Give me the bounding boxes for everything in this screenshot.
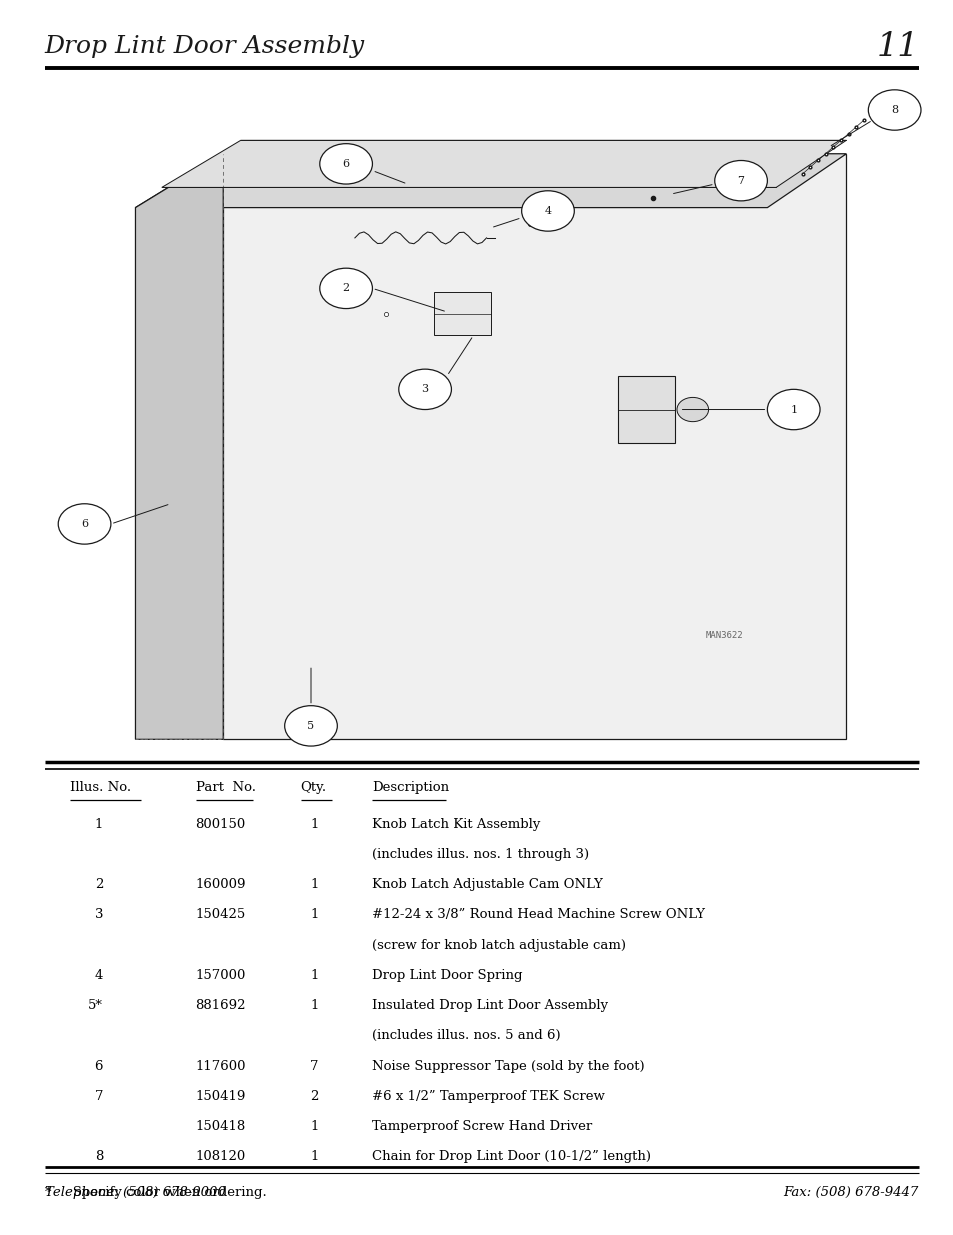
Circle shape <box>284 705 337 746</box>
Text: 6: 6 <box>94 1060 103 1073</box>
Text: #6 x 1/2” Tamperproof TEK Screw: #6 x 1/2” Tamperproof TEK Screw <box>372 1091 604 1103</box>
Text: Fax: (508) 678-9447: Fax: (508) 678-9447 <box>782 1186 918 1199</box>
Circle shape <box>766 389 820 430</box>
Text: 157000: 157000 <box>195 969 246 982</box>
Text: #12-24 x 3/8” Round Head Machine Screw ONLY: #12-24 x 3/8” Round Head Machine Screw O… <box>372 909 704 921</box>
Circle shape <box>867 90 920 130</box>
Text: 1: 1 <box>789 405 797 415</box>
Text: Noise Suppressor Tape (sold by the foot): Noise Suppressor Tape (sold by the foot) <box>372 1060 644 1073</box>
Text: 7: 7 <box>737 175 743 185</box>
Text: 8: 8 <box>890 105 898 115</box>
Circle shape <box>319 268 372 309</box>
Text: 1: 1 <box>310 818 318 831</box>
Text: 150425: 150425 <box>195 909 246 921</box>
Text: 1: 1 <box>310 969 318 982</box>
Text: 8: 8 <box>94 1151 103 1163</box>
Text: Knob Latch Kit Assembly: Knob Latch Kit Assembly <box>372 818 539 831</box>
Text: 1: 1 <box>94 818 103 831</box>
Text: 117600: 117600 <box>195 1060 246 1073</box>
Text: MAN3622: MAN3622 <box>705 631 742 641</box>
Text: 1: 1 <box>310 878 318 892</box>
Text: Illus. No.: Illus. No. <box>70 781 131 794</box>
Text: Description: Description <box>372 781 449 794</box>
Text: *     Specify color when ordering.: * Specify color when ordering. <box>45 1186 266 1199</box>
Text: 4: 4 <box>94 969 103 982</box>
Polygon shape <box>135 154 223 740</box>
Polygon shape <box>135 154 845 207</box>
Circle shape <box>319 143 372 184</box>
Text: 160009: 160009 <box>195 878 246 892</box>
Text: Insulated Drop Lint Door Assembly: Insulated Drop Lint Door Assembly <box>372 999 608 1013</box>
Text: 2: 2 <box>310 1091 318 1103</box>
Text: 5*: 5* <box>88 999 103 1013</box>
Text: 4: 4 <box>544 206 551 216</box>
Text: 6: 6 <box>342 159 350 169</box>
Text: 150419: 150419 <box>195 1091 246 1103</box>
Text: 108120: 108120 <box>195 1151 246 1163</box>
Text: (includes illus. nos. 1 through 3): (includes illus. nos. 1 through 3) <box>372 848 589 861</box>
Text: 7: 7 <box>310 1060 318 1073</box>
Circle shape <box>521 190 574 231</box>
Text: Part  No.: Part No. <box>195 781 255 794</box>
Text: 5: 5 <box>307 721 314 731</box>
Text: Qty.: Qty. <box>300 781 326 794</box>
Circle shape <box>714 161 766 201</box>
Text: Drop Lint Door Spring: Drop Lint Door Spring <box>372 969 522 982</box>
Text: 3: 3 <box>94 909 103 921</box>
Polygon shape <box>618 375 675 443</box>
Text: (includes illus. nos. 5 and 6): (includes illus. nos. 5 and 6) <box>372 1030 560 1042</box>
Polygon shape <box>162 141 845 188</box>
Text: 1: 1 <box>310 999 318 1013</box>
Text: 881692: 881692 <box>195 999 246 1013</box>
Text: 1: 1 <box>310 1120 318 1134</box>
Text: 7: 7 <box>94 1091 103 1103</box>
Text: Tamperproof Screw Hand Driver: Tamperproof Screw Hand Driver <box>372 1120 592 1134</box>
Circle shape <box>677 398 708 421</box>
Text: 1: 1 <box>310 1151 318 1163</box>
Text: Drop Lint Door Assembly: Drop Lint Door Assembly <box>45 36 365 58</box>
Text: 6: 6 <box>81 519 88 529</box>
Text: Chain for Drop Lint Door (10-1/2” length): Chain for Drop Lint Door (10-1/2” length… <box>372 1151 650 1163</box>
Text: 800150: 800150 <box>195 818 246 831</box>
Polygon shape <box>223 154 845 740</box>
Text: 11: 11 <box>875 31 918 63</box>
Polygon shape <box>434 291 491 336</box>
Text: 2: 2 <box>94 878 103 892</box>
Circle shape <box>398 369 451 410</box>
Text: Telephone: (508) 678-9000: Telephone: (508) 678-9000 <box>45 1186 225 1199</box>
Text: 3: 3 <box>421 384 428 394</box>
Text: 1: 1 <box>310 909 318 921</box>
Text: Knob Latch Adjustable Cam ONLY: Knob Latch Adjustable Cam ONLY <box>372 878 602 892</box>
Text: (screw for knob latch adjustable cam): (screw for knob latch adjustable cam) <box>372 939 625 952</box>
Text: 2: 2 <box>342 283 350 294</box>
Text: 150418: 150418 <box>195 1120 246 1134</box>
Circle shape <box>58 504 111 545</box>
